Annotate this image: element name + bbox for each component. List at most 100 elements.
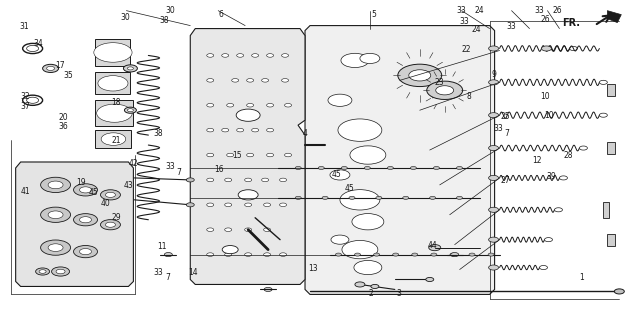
Circle shape	[340, 190, 380, 210]
Circle shape	[374, 253, 379, 256]
Circle shape	[469, 253, 475, 256]
Circle shape	[267, 153, 274, 157]
Circle shape	[280, 203, 287, 207]
Circle shape	[245, 228, 252, 231]
Circle shape	[101, 133, 126, 145]
Circle shape	[236, 109, 260, 121]
Text: 18: 18	[111, 98, 121, 107]
Circle shape	[225, 178, 232, 182]
Circle shape	[412, 253, 418, 256]
Circle shape	[280, 253, 287, 256]
Circle shape	[295, 196, 301, 199]
Circle shape	[165, 252, 172, 257]
Text: 44: 44	[428, 241, 438, 250]
Circle shape	[488, 253, 494, 256]
Text: 31: 31	[19, 22, 29, 31]
Circle shape	[541, 46, 552, 51]
Circle shape	[450, 253, 456, 256]
Circle shape	[433, 166, 439, 170]
Circle shape	[354, 253, 361, 256]
Circle shape	[540, 266, 548, 269]
Circle shape	[349, 196, 355, 199]
Text: 6: 6	[218, 10, 223, 19]
Text: 33: 33	[459, 17, 469, 26]
Circle shape	[403, 196, 409, 199]
Circle shape	[207, 128, 213, 132]
Text: 12: 12	[532, 156, 541, 165]
Text: 33: 33	[457, 6, 466, 15]
Circle shape	[285, 153, 292, 157]
Circle shape	[489, 113, 498, 118]
Circle shape	[73, 245, 98, 258]
Circle shape	[187, 178, 194, 182]
Text: 1: 1	[579, 273, 584, 282]
Circle shape	[555, 208, 562, 212]
Circle shape	[295, 166, 301, 170]
Circle shape	[489, 265, 498, 270]
Text: 24: 24	[472, 25, 481, 34]
Circle shape	[238, 190, 258, 200]
Circle shape	[429, 244, 441, 251]
Circle shape	[429, 196, 436, 199]
Circle shape	[371, 284, 379, 289]
Circle shape	[128, 109, 133, 112]
Circle shape	[245, 253, 252, 256]
Text: FR.: FR.	[562, 18, 580, 28]
Bar	[96, 72, 130, 94]
Circle shape	[225, 203, 232, 207]
Circle shape	[364, 166, 371, 170]
Circle shape	[96, 104, 132, 122]
Circle shape	[426, 277, 434, 282]
Circle shape	[338, 119, 382, 141]
Text: 16: 16	[215, 165, 224, 174]
Circle shape	[73, 214, 98, 226]
Circle shape	[105, 192, 115, 197]
Text: 33: 33	[493, 124, 503, 132]
Circle shape	[456, 166, 463, 170]
Circle shape	[545, 238, 553, 242]
Circle shape	[128, 67, 133, 70]
Text: 22: 22	[462, 44, 471, 54]
Circle shape	[222, 54, 228, 57]
Circle shape	[43, 64, 59, 72]
Circle shape	[207, 54, 213, 57]
Circle shape	[46, 66, 54, 70]
Text: 45: 45	[88, 188, 98, 197]
Circle shape	[100, 220, 120, 230]
Text: 23: 23	[434, 78, 444, 87]
Circle shape	[51, 267, 69, 276]
Circle shape	[489, 46, 498, 51]
Circle shape	[264, 253, 270, 256]
Text: 24: 24	[475, 6, 485, 15]
Text: 34: 34	[33, 39, 43, 48]
Polygon shape	[607, 11, 622, 23]
Circle shape	[570, 46, 577, 51]
Circle shape	[105, 222, 115, 227]
Text: 14: 14	[188, 268, 198, 277]
Circle shape	[227, 103, 233, 107]
Text: 43: 43	[124, 181, 133, 190]
Circle shape	[207, 79, 213, 82]
Circle shape	[282, 54, 289, 57]
Circle shape	[489, 175, 498, 180]
Circle shape	[232, 79, 239, 82]
Circle shape	[350, 146, 386, 164]
Text: 8: 8	[467, 92, 471, 101]
Text: 38: 38	[153, 129, 163, 138]
Circle shape	[262, 178, 269, 182]
Circle shape	[73, 184, 98, 196]
Circle shape	[451, 252, 459, 257]
Circle shape	[318, 166, 324, 170]
Text: 30: 30	[165, 6, 175, 15]
Text: 2: 2	[368, 289, 373, 298]
Circle shape	[285, 103, 292, 107]
Circle shape	[41, 240, 71, 255]
Circle shape	[237, 54, 244, 57]
Text: 7: 7	[166, 273, 170, 282]
Circle shape	[341, 166, 347, 170]
Bar	[96, 100, 133, 126]
Circle shape	[187, 203, 194, 207]
Circle shape	[387, 166, 393, 170]
Bar	[96, 130, 131, 148]
Circle shape	[41, 177, 71, 193]
